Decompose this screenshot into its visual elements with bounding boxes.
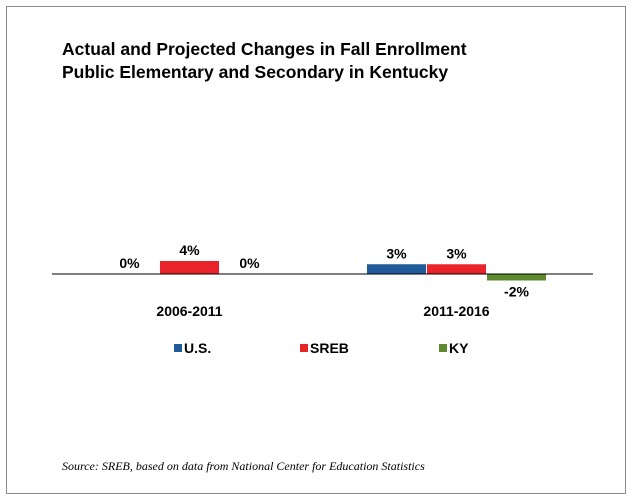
bar-us-2011-2016 xyxy=(367,264,426,274)
legend-swatch-sreb xyxy=(300,344,308,352)
category-label-2006-2011: 2006-2011 xyxy=(156,303,222,319)
bar-ky-2011-2016 xyxy=(487,274,546,281)
legend-swatch-ky xyxy=(439,344,447,352)
bar-sreb-2011-2016 xyxy=(427,264,486,274)
legend-swatch-us xyxy=(174,344,182,352)
data-label-us-2011-2016: 3% xyxy=(386,245,407,261)
data-label-ky-2006-2011: 0% xyxy=(239,255,260,271)
legend-label-us: U.S. xyxy=(184,340,211,356)
chart-title: Actual and Projected Changes in Fall Enr… xyxy=(62,39,467,59)
data-label-sreb-2006-2011: 4% xyxy=(179,242,200,258)
data-label-sreb-2011-2016: 3% xyxy=(446,245,467,261)
legend-label-sreb: SREB xyxy=(310,340,349,356)
chart-frame xyxy=(6,6,626,494)
chart-subtitle: Public Elementary and Secondary in Kentu… xyxy=(62,62,449,82)
data-label-ky-2011-2016: -2% xyxy=(504,284,529,300)
bar-sreb-2006-2011 xyxy=(160,261,219,274)
data-label-us-2006-2011: 0% xyxy=(119,255,140,271)
legend-label-ky: KY xyxy=(449,340,469,356)
source-note: Source: SREB, based on data from Nationa… xyxy=(62,459,425,473)
chart-title-block: Actual and Projected Changes in Fall Enr… xyxy=(62,38,467,84)
category-label-2011-2016: 2011-2016 xyxy=(423,303,489,319)
